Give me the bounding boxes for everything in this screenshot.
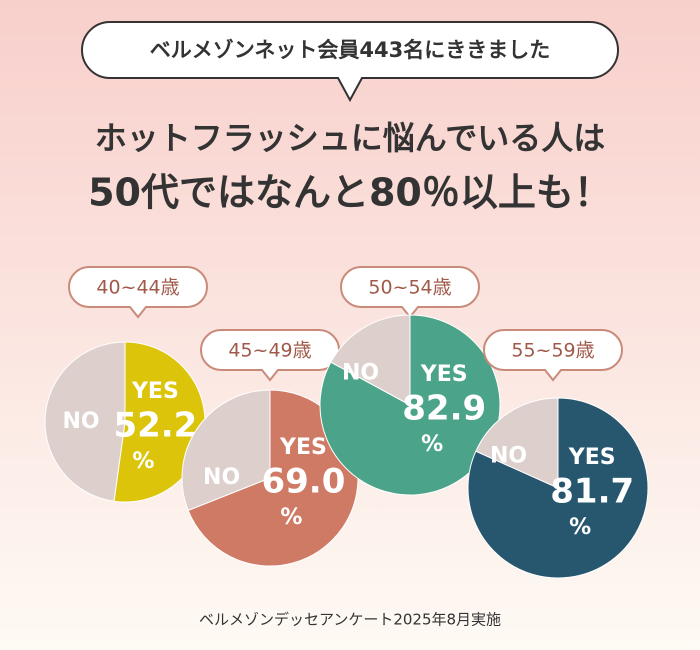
category-label: NO: [490, 444, 527, 469]
category-label: NO: [342, 361, 379, 386]
pie-title: 45~49歳: [228, 340, 311, 362]
pie-title: 55~59歳: [511, 340, 594, 362]
value-label: 52.2: [113, 406, 197, 446]
category-label: YES: [420, 362, 468, 387]
headline: ホットフラッシュに悩んでいる人は: [95, 119, 605, 157]
footer: ベルメゾンデッセアンケート2025年8月実施: [199, 611, 501, 629]
category-label: YES: [568, 445, 616, 470]
age-bubble: [68, 266, 208, 319]
headline: 50代ではなんと80％以上も！: [88, 171, 612, 215]
pie-slice: [330, 314, 411, 406]
category-label: NO: [203, 465, 240, 490]
value-label: 82.9: [402, 389, 486, 429]
category-label: YES: [131, 379, 179, 404]
unit-label: %: [569, 515, 591, 540]
pie-title: 50~54歳: [368, 277, 451, 299]
pie-slice: [181, 389, 271, 512]
value-label: 69.0: [261, 462, 345, 502]
unit-label: %: [132, 449, 154, 474]
pie-title: 40~44歳: [96, 277, 179, 299]
speech-bubble: [81, 21, 619, 103]
unit-label: %: [421, 432, 443, 457]
age-bubble: [200, 329, 340, 382]
age-bubble: [483, 329, 623, 382]
pie-slice: [44, 341, 126, 502]
age-bubble: [340, 266, 480, 319]
value-label: 81.7: [550, 472, 634, 512]
bubble-text: ベルメゾンネット会員443名にききました: [150, 38, 550, 62]
unit-label: %: [280, 505, 302, 530]
category-label: NO: [62, 409, 99, 434]
pie-slice: [475, 397, 559, 489]
category-label: YES: [279, 435, 327, 460]
